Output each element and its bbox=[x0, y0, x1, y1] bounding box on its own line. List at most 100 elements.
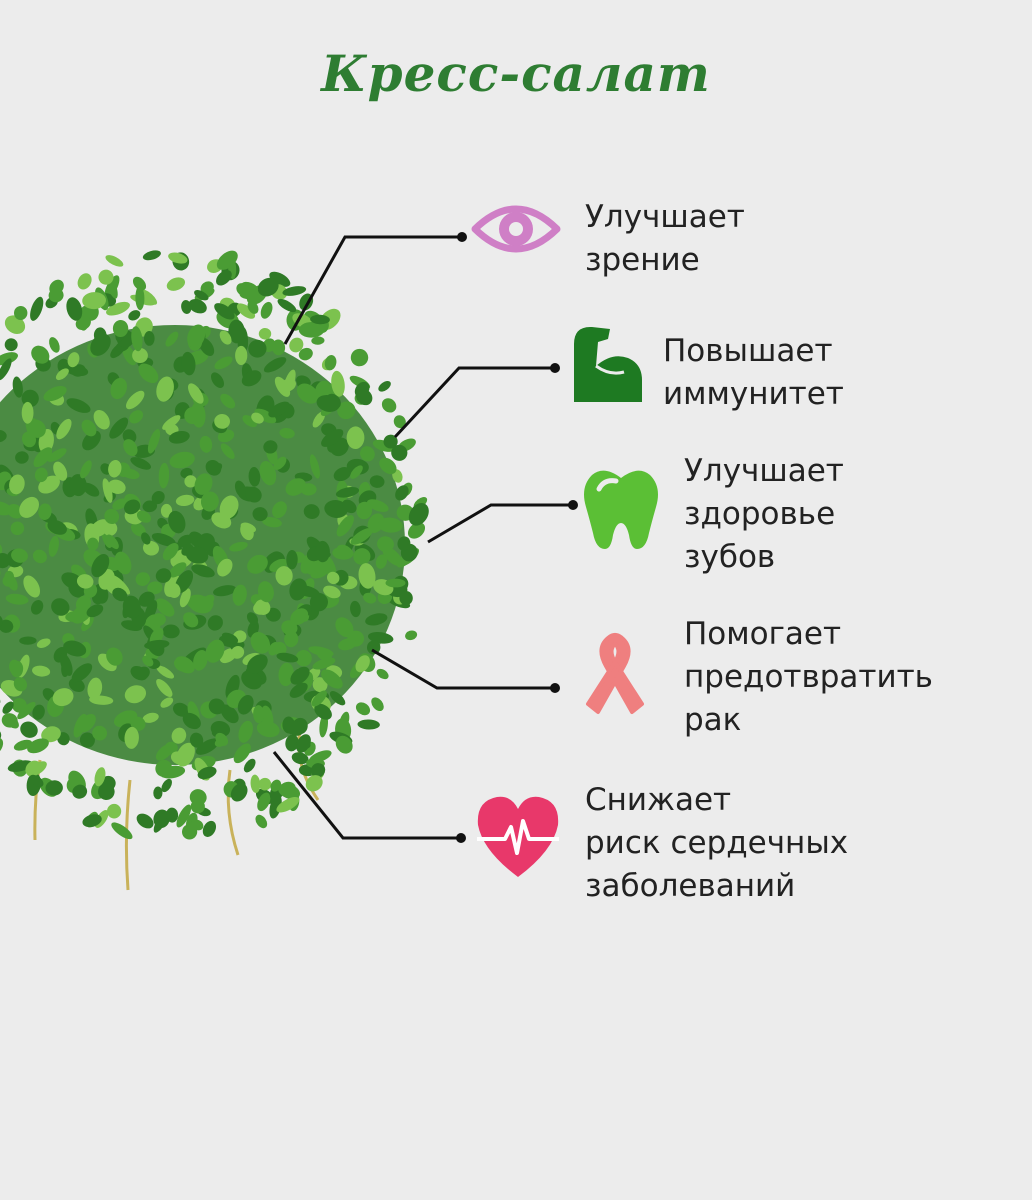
plant-leaf bbox=[399, 591, 413, 606]
plant-leaf bbox=[273, 456, 287, 470]
plant-leaf bbox=[339, 711, 350, 731]
plant-leaf bbox=[185, 546, 209, 564]
benefit-cancer-line-3: рак bbox=[684, 702, 742, 738]
plant-leaf bbox=[312, 657, 336, 670]
plant-leaf bbox=[156, 376, 174, 402]
plant-leaf bbox=[309, 750, 332, 764]
benefit-immunity: Повышает иммунитет bbox=[663, 330, 844, 416]
plant-leaf bbox=[272, 501, 287, 519]
plant-leaf bbox=[385, 578, 406, 588]
plant-leaf bbox=[98, 269, 114, 285]
plant-leaf bbox=[194, 473, 213, 495]
plant-leaf bbox=[103, 521, 118, 536]
benefit-heart: Снижает риск сердечных заболеваний bbox=[585, 779, 848, 908]
plant-leaf bbox=[155, 598, 175, 617]
plant-leaf bbox=[254, 408, 277, 424]
plant-leaf bbox=[285, 478, 306, 496]
plant-leaf bbox=[13, 677, 28, 692]
plant-leaf bbox=[232, 584, 247, 606]
plant-leaf bbox=[76, 574, 94, 589]
plant-leaf bbox=[125, 390, 145, 410]
plant-leaf bbox=[335, 617, 354, 638]
plant-leaf bbox=[143, 331, 155, 346]
plant-leaf bbox=[179, 588, 191, 608]
plant-leaf bbox=[21, 401, 34, 424]
plant-leaf bbox=[112, 587, 128, 602]
plant-leaf bbox=[155, 759, 173, 777]
plant-leaf bbox=[66, 398, 91, 413]
plant-leaf bbox=[309, 592, 328, 612]
plant-leaf bbox=[130, 457, 152, 470]
plant-leaf bbox=[350, 348, 369, 367]
plant-leaf bbox=[285, 734, 299, 752]
plant-leaf bbox=[122, 595, 141, 619]
benefit-teeth-line-2: здоровье bbox=[684, 496, 836, 532]
plant-leaf bbox=[30, 296, 44, 321]
awareness-ribbon-icon bbox=[586, 633, 644, 714]
eye-icon bbox=[471, 205, 561, 253]
plant-leaf bbox=[230, 783, 248, 802]
plant-leaf bbox=[123, 439, 138, 457]
plant-leaf bbox=[132, 276, 147, 291]
plant-leaf bbox=[220, 443, 235, 459]
plant-leaf bbox=[94, 767, 106, 787]
plant-leaf bbox=[124, 685, 147, 704]
plant-leaf bbox=[338, 638, 357, 651]
plant-leaf bbox=[11, 548, 28, 563]
connector-line-teeth bbox=[427, 503, 573, 544]
plant-leaf bbox=[248, 339, 267, 358]
plant-leaf bbox=[408, 502, 429, 526]
plant-leaf bbox=[112, 320, 129, 337]
plant-leaf bbox=[200, 491, 219, 512]
plant-leaf bbox=[176, 742, 195, 767]
plant-leaf bbox=[197, 533, 215, 552]
plant-leaf bbox=[257, 277, 279, 297]
plant-leaf bbox=[182, 712, 201, 730]
plant-leaf bbox=[165, 331, 179, 347]
plant-leaf bbox=[160, 697, 174, 708]
plant-leaf bbox=[314, 703, 332, 720]
plant-stem bbox=[297, 729, 320, 801]
plant-leaf bbox=[284, 631, 299, 648]
plant-leaf bbox=[155, 568, 172, 583]
plant-leaf bbox=[19, 496, 39, 518]
benefit-cancer-line-2: предотвратить bbox=[684, 659, 933, 695]
plant-leaf bbox=[67, 352, 80, 368]
plant-leaf bbox=[315, 380, 331, 399]
plant-leaf bbox=[312, 677, 328, 693]
plant-leaf bbox=[158, 462, 170, 489]
plant-leaf bbox=[31, 345, 50, 364]
plant-leaf bbox=[130, 522, 146, 537]
plant-leaf bbox=[71, 364, 86, 377]
plant-leaf bbox=[51, 598, 70, 616]
plant-leaf bbox=[335, 735, 353, 754]
plant-leaf bbox=[130, 666, 148, 681]
plant-leaf bbox=[106, 647, 123, 666]
plant-leaf bbox=[211, 512, 232, 529]
plant-leaf bbox=[188, 383, 204, 404]
plant-leaf bbox=[231, 646, 245, 659]
plant-leaf bbox=[336, 515, 354, 537]
plant-leaf bbox=[136, 510, 152, 523]
plant-leaf bbox=[216, 250, 238, 270]
plant-leaf bbox=[77, 273, 92, 290]
plant-leaf bbox=[72, 784, 88, 799]
plant-leaf bbox=[298, 347, 313, 361]
plant-leaf bbox=[331, 370, 345, 397]
plant-leaf bbox=[350, 528, 373, 545]
plant-leaf bbox=[184, 406, 201, 425]
plant-leaf bbox=[48, 288, 64, 303]
plant-leaf bbox=[295, 650, 312, 667]
plant-leaf bbox=[69, 474, 87, 497]
plant-leaf bbox=[53, 461, 68, 481]
plant-leaf bbox=[136, 813, 154, 829]
plant-leaf bbox=[214, 413, 230, 429]
plant-leaf bbox=[160, 503, 173, 518]
plant-leaf bbox=[110, 377, 127, 400]
plant-leaf bbox=[233, 743, 251, 764]
plant-leaf bbox=[377, 517, 403, 533]
plant-leaf bbox=[360, 446, 375, 462]
plant-leaf bbox=[220, 704, 239, 724]
plant-leaf bbox=[75, 316, 91, 330]
plant-leaf bbox=[87, 677, 103, 700]
